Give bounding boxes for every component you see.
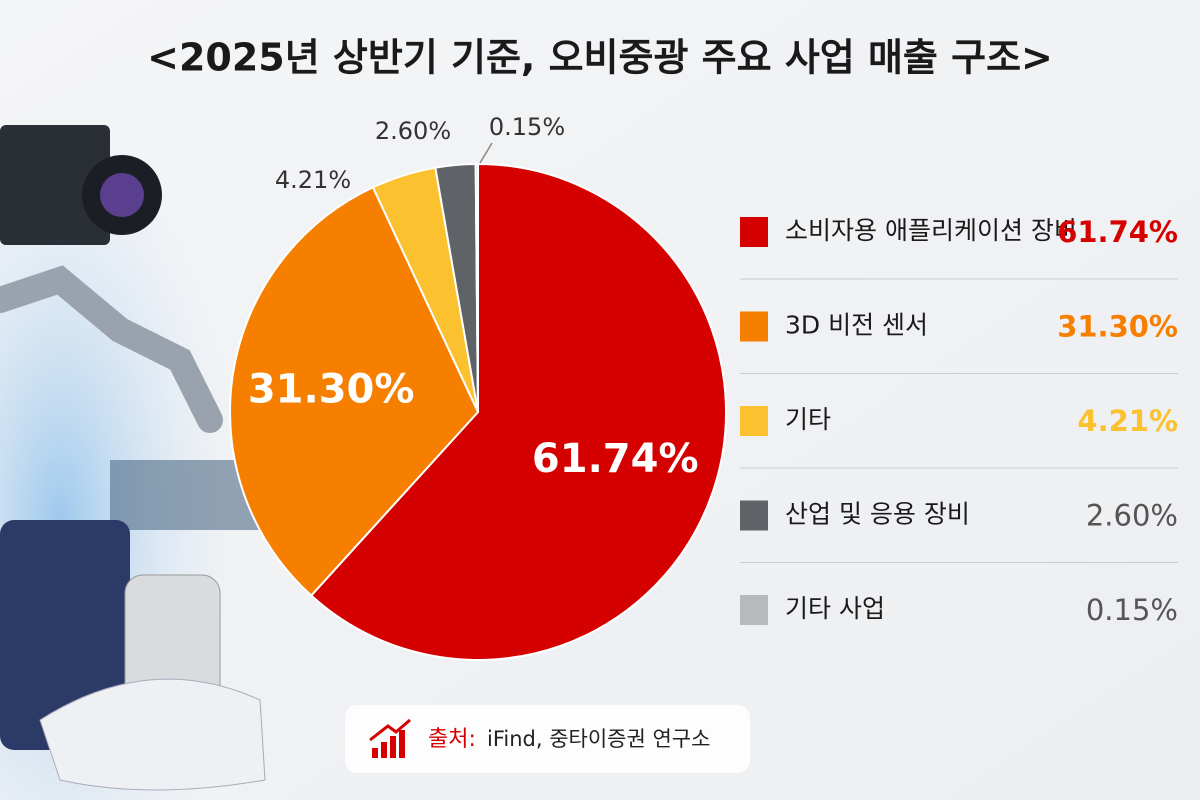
data-label: 31.30% — [248, 367, 415, 413]
legend-value: 2.60% — [1086, 499, 1178, 533]
legend-swatch — [740, 406, 768, 436]
source-label: 출처: — [428, 727, 476, 752]
pie-slice — [229, 186, 480, 597]
data-label: 2.60% — [375, 117, 451, 145]
legend-label: 기타 — [785, 405, 831, 434]
legend-value: 61.74% — [1057, 215, 1178, 249]
pie-slice — [309, 162, 727, 661]
source-icon — [369, 718, 411, 758]
legend-swatch — [740, 311, 768, 342]
leader-line — [479, 142, 493, 164]
chart-title: <2025년 상반기 기준, 오비중광 주요 사업 매출 구조> — [147, 36, 1053, 80]
legend-swatch — [740, 217, 768, 247]
legend-value: 31.30% — [1057, 310, 1178, 344]
data-label: 0.15% — [489, 113, 565, 141]
legend-label: 소비자용 애플리케이션 장비 — [785, 216, 1077, 245]
pie-slice — [474, 162, 479, 413]
legend-value: 4.21% — [1077, 404, 1178, 438]
source-box: 출처: iFind, 중타이증권 연구소 — [345, 705, 750, 773]
legend-swatch — [740, 595, 768, 625]
data-label: 61.74% — [532, 436, 699, 482]
pie: 61.74% 31.30% 4.21% 2.60% 0.15% — [229, 113, 727, 661]
legend-swatch — [740, 500, 768, 531]
source-text: iFind, 중타이증권 연구소 — [487, 727, 710, 751]
legend-value: 0.15% — [1086, 593, 1178, 627]
legend-label: 기타 사업 — [785, 594, 885, 623]
legend-label: 산업 및 응용 장비 — [785, 500, 970, 529]
legend-label: 3D 비전 센서 — [785, 311, 928, 340]
data-label: 4.21% — [275, 166, 351, 194]
